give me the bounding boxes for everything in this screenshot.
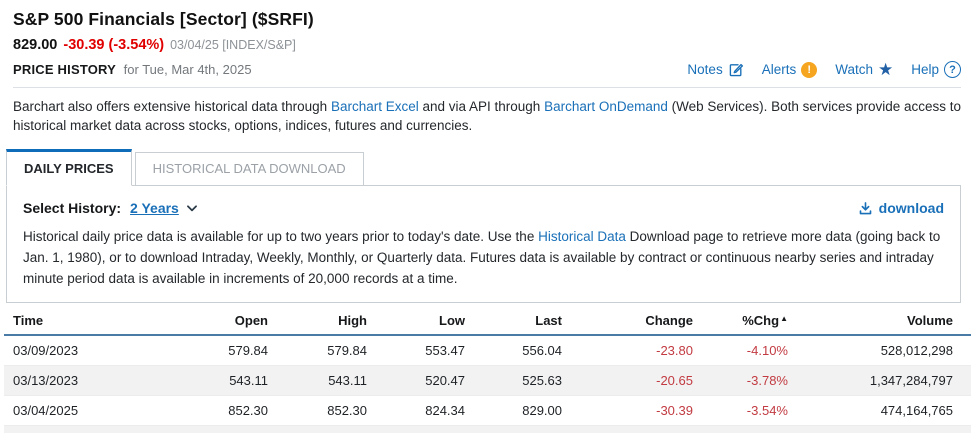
- cell-change: -30.39: [564, 395, 695, 426]
- daily-prices-panel: Select History: 2 Years download Histori…: [6, 185, 961, 303]
- cell-time: 03/13/2023: [4, 365, 144, 396]
- cell-change: -20.65: [564, 365, 695, 396]
- last-price: 829.00: [13, 37, 58, 53]
- cell-open: 579.84: [144, 335, 270, 366]
- table-header-row: Time Open High Low Last Change %Chg▲ Vol…: [4, 306, 971, 336]
- intro-text-pre: Barchart also offers extensive historica…: [13, 99, 331, 114]
- price-history-table: Time Open High Low Last Change %Chg▲ Vol…: [4, 306, 971, 433]
- cell-pctchg: -3.29%: [695, 425, 790, 433]
- barchart-ondemand-link[interactable]: Barchart OnDemand: [544, 99, 668, 114]
- column-header-change[interactable]: Change: [564, 306, 695, 336]
- download-button[interactable]: download: [858, 200, 944, 216]
- cell-high: 579.84: [270, 335, 369, 366]
- cell-time: 03/17/2023: [4, 425, 144, 433]
- cell-change: -23.80: [564, 335, 695, 366]
- intro-paragraph: Barchart also offers extensive historica…: [0, 88, 975, 135]
- cell-time: 03/04/2025: [4, 395, 144, 426]
- header-links: Notes Alerts ! Watch ★ Help ?: [687, 61, 961, 78]
- table-row: 03/17/2023 530.45 530.45 512.07 513.02 -…: [4, 425, 971, 433]
- section-left: PRICE HISTORY for Tue, Mar 4th, 2025: [13, 62, 252, 77]
- intro-text-mid: and via API through: [418, 99, 545, 114]
- alerts-link-label: Alerts: [761, 62, 797, 77]
- tab-daily-prices[interactable]: DAILY PRICES: [6, 149, 132, 186]
- cell-time: 03/09/2023: [4, 335, 144, 366]
- tab-bar: DAILY PRICES HISTORICAL DATA DOWNLOAD: [6, 149, 961, 186]
- price-line: 829.00 -30.39 (-3.54%) 03/04/25 [INDEX/S…: [13, 37, 961, 53]
- cell-last: 513.02: [467, 425, 564, 433]
- panel-toolbar: Select History: 2 Years download: [23, 200, 944, 216]
- cell-pctchg: -3.54%: [695, 395, 790, 426]
- historical-data-link[interactable]: Historical Data: [538, 229, 626, 244]
- table-row: 03/13/2023 543.11 543.11 520.47 525.63 -…: [4, 365, 971, 396]
- panel-description: Historical daily price data is available…: [23, 226, 944, 289]
- history-range-select[interactable]: 2 Years: [130, 200, 179, 216]
- intro-text-post: (Web Services). Both services provide ac…: [13, 99, 962, 133]
- section-line: PRICE HISTORY for Tue, Mar 4th, 2025 Not…: [13, 61, 961, 88]
- table-row: 03/04/2025 852.30 852.30 824.34 829.00 -…: [4, 395, 971, 426]
- column-header-time[interactable]: Time: [4, 306, 144, 336]
- cell-last: 525.63: [467, 365, 564, 396]
- alerts-link[interactable]: Alerts !: [761, 61, 818, 78]
- cell-change: -17.43: [564, 425, 695, 433]
- column-header-pctchg[interactable]: %Chg▲: [695, 306, 790, 336]
- column-header-open[interactable]: Open: [144, 306, 270, 336]
- cell-open: 543.11: [144, 365, 270, 396]
- cell-high: 543.11: [270, 365, 369, 396]
- price-change: -30.39 (-3.54%): [63, 37, 165, 53]
- desc-text-pre: Historical daily price data is available…: [23, 229, 539, 244]
- watch-link[interactable]: Watch ★: [835, 61, 893, 78]
- column-header-volume[interactable]: Volume: [790, 306, 971, 336]
- download-icon: [858, 201, 873, 216]
- cell-low: 824.34: [369, 395, 467, 426]
- chevron-down-icon[interactable]: [185, 201, 199, 215]
- cell-last: 829.00: [467, 395, 564, 426]
- notes-edit-icon: [728, 62, 744, 78]
- page-title: S&P 500 Financials [Sector] ($SRFI): [13, 9, 314, 29]
- cell-low: 512.07: [369, 425, 467, 433]
- cell-pctchg: -4.10%: [695, 335, 790, 366]
- section-sub: for Tue, Mar 4th, 2025: [123, 62, 252, 77]
- watch-link-label: Watch: [835, 62, 873, 77]
- cell-volume: 528,012,298: [790, 335, 971, 366]
- cell-volume: 474,164,765: [790, 395, 971, 426]
- notes-link-label: Notes: [687, 62, 723, 77]
- cell-volume: 1,347,284,797: [790, 365, 971, 396]
- desc-text-post: Download page to retrieve more data (goi…: [23, 229, 941, 286]
- cell-pctchg: -3.78%: [695, 365, 790, 396]
- header: S&P 500 Financials [Sector] ($SRFI) 829.…: [0, 0, 975, 88]
- table-row: 03/09/2023 579.84 579.84 553.47 556.04 -…: [4, 335, 971, 366]
- cell-high: 530.45: [270, 425, 369, 433]
- cell-last: 556.04: [467, 335, 564, 366]
- select-history-label: Select History:: [23, 200, 122, 216]
- cell-open: 852.30: [144, 395, 270, 426]
- cell-open: 530.45: [144, 425, 270, 433]
- cell-volume: 1,168,890,757: [790, 425, 971, 433]
- help-question-icon: ?: [944, 61, 961, 78]
- sort-ascending-icon: ▲: [780, 314, 788, 323]
- barchart-excel-link[interactable]: Barchart Excel: [330, 99, 419, 114]
- watch-star-icon: ★: [877, 60, 894, 79]
- cell-low: 520.47: [369, 365, 467, 396]
- cell-low: 553.47: [369, 335, 467, 366]
- cell-high: 852.30: [270, 395, 369, 426]
- notes-link[interactable]: Notes: [687, 62, 743, 78]
- column-header-low[interactable]: Low: [369, 306, 467, 336]
- help-link-label: Help: [911, 62, 939, 77]
- alert-exclamation-icon: !: [801, 61, 818, 78]
- column-header-last[interactable]: Last: [467, 306, 564, 336]
- column-header-high[interactable]: High: [270, 306, 369, 336]
- help-link[interactable]: Help ?: [911, 61, 961, 78]
- tab-historical-data-download[interactable]: HISTORICAL DATA DOWNLOAD: [134, 152, 364, 185]
- section-label: PRICE HISTORY: [13, 62, 117, 77]
- download-button-label: download: [878, 200, 944, 216]
- date-exchange: 03/04/25 [INDEX/S&P]: [170, 38, 296, 52]
- pctchg-label: %Chg: [742, 313, 780, 328]
